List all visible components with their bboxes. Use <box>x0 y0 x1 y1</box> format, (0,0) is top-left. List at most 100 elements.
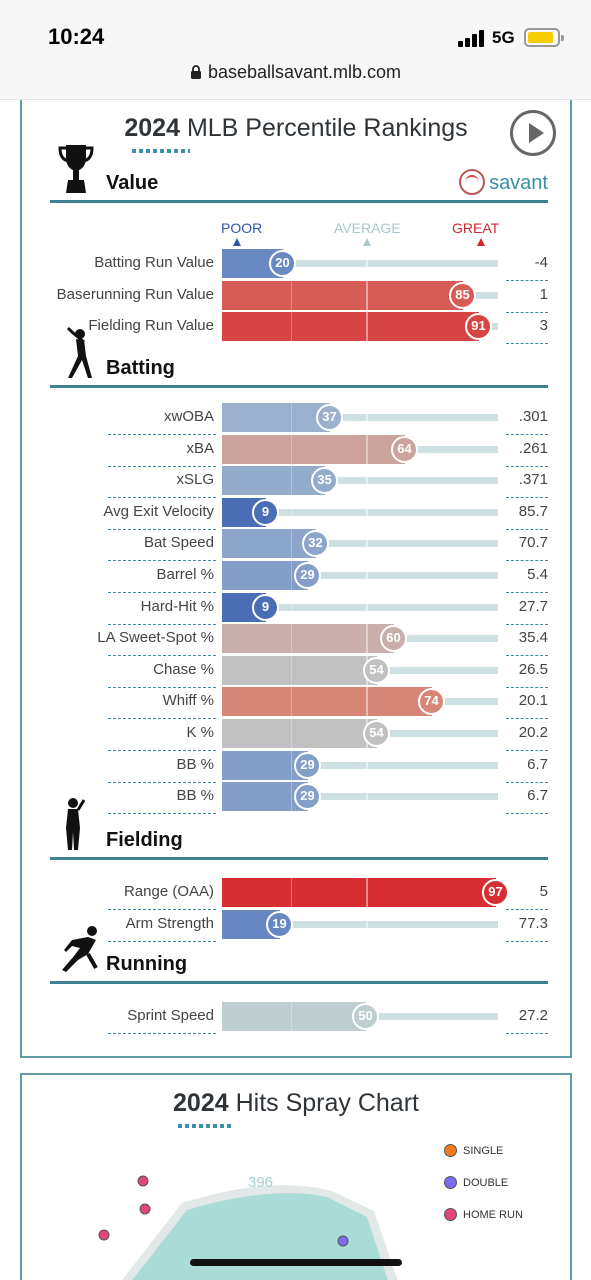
metric-value: .301 <box>518 408 548 425</box>
bar-midline <box>366 750 368 780</box>
metric-value: 6.7 <box>527 787 548 805</box>
bar-midline <box>366 312 368 342</box>
battery-icon <box>524 28 564 47</box>
metric-row[interactable]: Batting Run Value 20 -4 <box>22 248 570 281</box>
percentile-bar <box>222 466 325 496</box>
bar-midline <box>366 782 368 812</box>
metric-row[interactable]: LA Sweet-Spot % 60 35.4 <box>22 623 570 657</box>
row-divider <box>506 909 548 910</box>
row-divider <box>506 655 548 657</box>
home-indicator[interactable] <box>190 1259 402 1266</box>
metric-row[interactable]: Avg Exit Velocity 9 85.7 <box>22 497 570 530</box>
legend-item-home-run: HOME RUN <box>444 1208 523 1221</box>
section-title: Fielding <box>106 829 183 851</box>
metric-row[interactable]: BB % 29 6.7 <box>22 750 570 783</box>
metric-label: Avg Exit Velocity <box>103 502 214 520</box>
metric-row[interactable]: Sprint Speed 50 27.2 <box>22 1001 570 1034</box>
metric-row[interactable]: K % 54 20.2 <box>22 718 570 751</box>
row-divider <box>506 718 548 720</box>
metric-label: xSLG <box>176 471 214 489</box>
percentile-badge: 85 <box>449 281 476 309</box>
metric-value: .371 <box>518 471 548 489</box>
metric-value: 20.2 <box>518 724 548 741</box>
row-divider <box>108 655 216 657</box>
section-title: Batting <box>106 357 175 379</box>
metric-label: K % <box>186 724 214 741</box>
percentile-badge: 91 <box>465 313 492 341</box>
signal-icon <box>458 29 486 47</box>
section-header-value: Value savant <box>50 145 548 203</box>
metric-row[interactable]: Barrel % 29 5.4 <box>22 560 570 593</box>
metric-row[interactable]: xBA 64 .261 <box>22 434 570 467</box>
metric-row[interactable]: BB % 29 6.7 <box>22 781 570 815</box>
metric-value: -4 <box>534 254 548 271</box>
row-divider <box>108 750 216 751</box>
row-divider <box>108 465 216 467</box>
metric-value: .261 <box>518 439 548 457</box>
metric-value: 3 <box>539 317 548 335</box>
section-header-batting: Batting <box>50 326 548 388</box>
percentile-rankings-card: 2024 MLB Percentile Rankings Value savant… <box>20 100 572 1058</box>
percentile-bar <box>222 687 432 717</box>
savant-logo: savant <box>459 169 548 195</box>
metric-row[interactable]: Whiff % 74 20.1 <box>22 686 570 720</box>
legend-label: DOUBLE <box>463 1177 509 1189</box>
legend-label: HOME RUN <box>463 1209 523 1221</box>
percentile-bar <box>222 1002 366 1031</box>
status-bar: 10:24 5G baseballsavant.mlb.com <box>0 0 591 100</box>
metric-row[interactable]: Baserunning Run Value 85 1 <box>22 280 570 313</box>
bar-gridline <box>291 592 292 622</box>
percentile-bar <box>222 719 377 748</box>
percentile-track <box>222 477 498 485</box>
row-divider <box>108 592 216 593</box>
percentile-track <box>222 540 498 548</box>
legend-item-double: DOUBLE <box>444 1176 509 1189</box>
legend-dot-icon <box>444 1208 457 1221</box>
status-time: 10:24 <box>48 24 105 49</box>
metric-row[interactable]: Range (OAA) 97 5 <box>22 877 570 910</box>
row-divider <box>506 813 548 815</box>
row-divider <box>506 940 548 942</box>
hit-dot <box>137 1175 149 1187</box>
percentile-badge: 35 <box>311 467 338 495</box>
bar-midline <box>366 592 368 622</box>
row-divider <box>108 718 216 720</box>
metric-row[interactable]: Hard-Hit % 9 27.7 <box>22 592 570 625</box>
metric-row[interactable]: Fielding Run Value 91 3 <box>22 311 570 345</box>
address-bar[interactable]: baseballsavant.mlb.com <box>0 62 591 83</box>
metric-label: Hard-Hit % <box>140 597 214 615</box>
spray-title-year: 2024 <box>173 1089 229 1117</box>
metric-row[interactable]: Bat Speed 32 70.7 <box>22 528 570 562</box>
percentile-title-year: 2024 <box>124 114 180 142</box>
metric-row[interactable]: xSLG 35 .371 <box>22 465 570 499</box>
legend-dot-icon <box>444 1176 457 1189</box>
percentile-badge: 9 <box>252 498 279 526</box>
percentile-badge: 29 <box>294 783 321 811</box>
row-divider <box>506 311 548 313</box>
percentile-bar <box>222 312 479 342</box>
bar-midline <box>366 909 368 939</box>
bar-gridline <box>291 434 292 464</box>
baseball-icon <box>459 169 486 195</box>
row-divider <box>108 434 216 435</box>
metric-value: 1 <box>539 285 548 303</box>
row-divider <box>108 1033 216 1034</box>
percentile-bar <box>222 878 496 907</box>
percentile-track <box>222 572 498 579</box>
metric-value: 20.1 <box>518 692 548 710</box>
metric-row[interactable]: Arm Strength 19 77.3 <box>22 909 570 942</box>
scale-label-poor: POOR <box>221 220 263 236</box>
play-button[interactable] <box>510 110 556 156</box>
scale-arrow-great <box>477 238 485 246</box>
bar-midline <box>366 434 368 464</box>
section-title: Value <box>106 172 159 194</box>
row-divider <box>108 781 216 783</box>
row-divider <box>108 940 216 942</box>
url-text: baseballsavant.mlb.com <box>207 62 402 82</box>
percentile-badge: 20 <box>269 250 296 277</box>
bar-gridline <box>291 782 292 812</box>
metric-row[interactable]: Chase % 54 26.5 <box>22 655 570 688</box>
bar-midline <box>366 280 368 310</box>
row-divider <box>506 280 548 281</box>
metric-row[interactable]: xwOBA 37 .301 <box>22 402 570 435</box>
